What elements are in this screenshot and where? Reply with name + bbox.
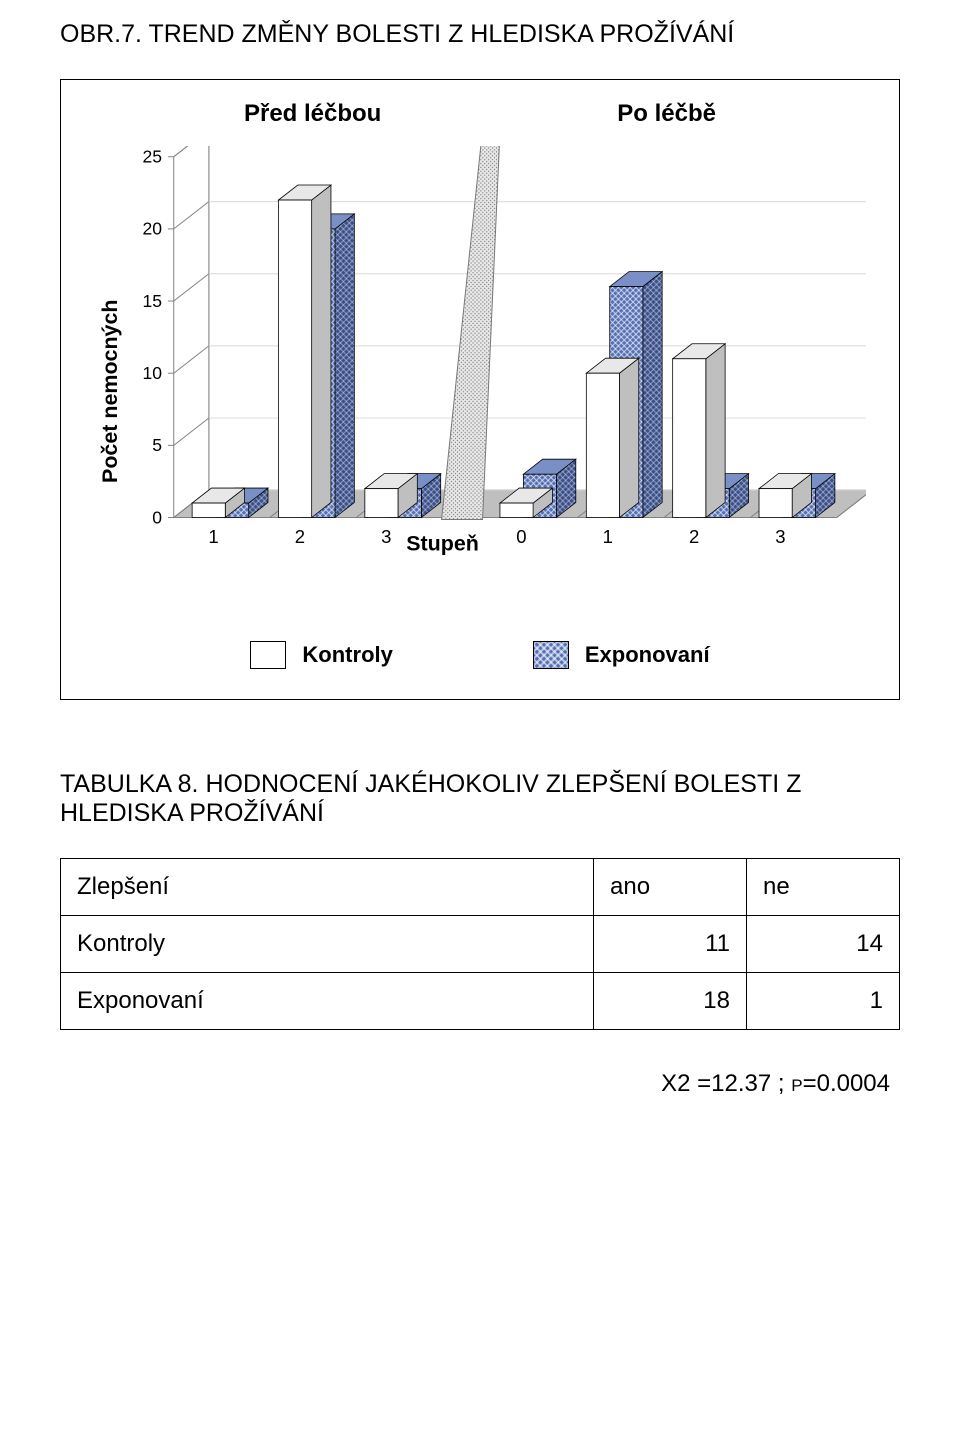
legend-item-kontroly: Kontroly: [250, 641, 392, 669]
panel-label-left: Před léčbou: [244, 100, 381, 128]
svg-text:Stupeň: Stupeň: [406, 532, 479, 556]
legend-swatch-white: [250, 641, 286, 669]
table-header-row: Zlepšení ano ne: [61, 859, 900, 916]
svg-text:15: 15: [143, 291, 163, 311]
table-title: TABULKA 8. HODNOCENÍ JAKÉHOKOLIV ZLEPŠEN…: [60, 770, 900, 828]
svg-text:20: 20: [143, 219, 163, 239]
table-row: Exponovaní 18 1: [61, 973, 900, 1030]
results-table: Zlepšení ano ne Kontroly 11 14 Exponovan…: [60, 858, 900, 1030]
svg-text:25: 25: [143, 147, 163, 167]
svg-text:2: 2: [295, 526, 305, 547]
table-header-c2: ne: [747, 859, 900, 916]
table-header-rowlabel: Zlepšení: [61, 859, 594, 916]
table-row-label: Kontroly: [61, 916, 594, 973]
svg-text:0: 0: [152, 507, 162, 527]
svg-text:3: 3: [381, 526, 391, 547]
svg-text:0: 0: [516, 526, 526, 547]
svg-text:5: 5: [152, 435, 162, 455]
svg-text:Počet nemocných: Počet nemocných: [98, 300, 122, 483]
svg-text:3: 3: [775, 526, 785, 547]
svg-text:1: 1: [208, 526, 218, 547]
legend-label: Exponovaní: [585, 642, 710, 668]
panel-labels: Před léčbou Po léčbě: [86, 100, 874, 128]
legend-item-exponovani: Exponovaní: [533, 641, 710, 669]
table-cell: 1: [747, 973, 900, 1030]
table-row-label: Exponovaní: [61, 973, 594, 1030]
chart-container: Před léčbou Po léčbě 0510152025Počet nem…: [60, 79, 900, 700]
svg-text:2: 2: [689, 526, 699, 547]
legend: Kontroly Exponovaní: [86, 641, 874, 669]
table-cell: 18: [594, 973, 747, 1030]
figure-title: OBR.7. TREND ZMĚNY BOLESTI Z HLEDISKA PR…: [60, 20, 900, 49]
table-cell: 11: [594, 916, 747, 973]
stat-line: X2 =12.37 ; p=0.0004: [60, 1070, 900, 1098]
table-cell: 14: [747, 916, 900, 973]
legend-swatch-hatch: [533, 641, 569, 669]
table-row: Kontroly 11 14: [61, 916, 900, 973]
bar-chart-3d: 0 5 10 15 20 25 Počet nemocných 1 2 3 0 1 2 3 Stupeň: [86, 146, 866, 616]
svg-text:1: 1: [603, 526, 613, 547]
table-header-c1: ano: [594, 859, 747, 916]
legend-label: Kontroly: [302, 642, 392, 668]
svg-text:10: 10: [143, 363, 163, 383]
panel-label-right: Po léčbě: [617, 100, 716, 128]
